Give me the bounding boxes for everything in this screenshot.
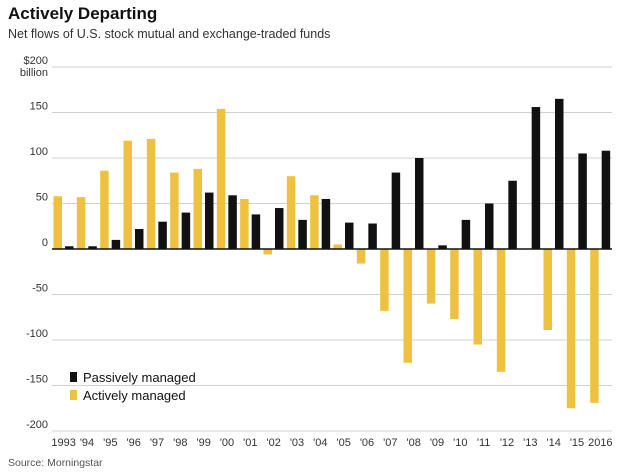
bar-actively-managed — [310, 195, 319, 249]
bar-actively-managed — [123, 140, 132, 249]
legend: Passively managed Actively managed — [70, 370, 196, 403]
y-tick-label: -200 — [26, 419, 48, 431]
x-tick-label: '05 — [336, 437, 350, 449]
y-axis-unit-label: billion — [20, 67, 48, 79]
source-note: Source: Morningstar — [8, 457, 103, 469]
bar-passively-managed — [228, 195, 237, 249]
bar-actively-managed — [426, 249, 436, 304]
y-tick-label: 0 — [42, 237, 48, 249]
x-tick-label: '98 — [173, 437, 187, 449]
bar-passively-managed — [205, 192, 214, 249]
bar-actively-managed — [263, 249, 272, 255]
bar-passively-managed — [461, 219, 471, 249]
x-axis-labels: 1993 '94 '95 '96 '97 '98 '99 '00 '01 '02 '03 '04 '05… — [51, 437, 612, 449]
x-tick-label: 2016 — [588, 437, 612, 449]
bar-passively-managed — [508, 180, 517, 249]
bar-passively-managed — [485, 203, 494, 249]
bar-passively-managed — [251, 214, 261, 249]
x-tick-label: 1993 — [51, 437, 75, 449]
legend-label-passive: Passively managed — [83, 370, 196, 385]
bar-passively-managed — [438, 245, 447, 249]
x-tick-label: '95 — [103, 437, 117, 449]
legend-label-active: Actively managed — [83, 388, 186, 403]
bar-actively-managed — [380, 249, 389, 311]
x-tick-label: '96 — [126, 437, 140, 449]
bar-actively-managed — [450, 249, 459, 320]
x-tick-label: '04 — [313, 437, 327, 449]
bar-actively-managed — [590, 249, 599, 403]
bar-passively-managed — [65, 246, 74, 249]
x-tick-label: '97 — [150, 437, 164, 449]
chart-title: Actively Departing — [8, 4, 158, 23]
bar-actively-managed — [170, 172, 179, 249]
bar-actively-managed — [543, 249, 552, 330]
bar-actively-managed — [286, 176, 296, 249]
x-tick-label: '02 — [266, 437, 280, 449]
bar-passively-managed — [88, 246, 97, 249]
bar-actively-managed — [240, 198, 249, 249]
y-tick-label: -100 — [26, 328, 48, 340]
x-tick-label: '12 — [500, 437, 514, 449]
bar-actively-managed — [100, 170, 109, 249]
bar-actively-managed — [333, 244, 342, 249]
y-tick-label: $200 — [24, 55, 48, 67]
bar-passively-managed — [275, 208, 284, 249]
y-tick-label: 150 — [30, 101, 48, 113]
bar-passively-managed — [578, 153, 587, 249]
bar-actively-managed — [76, 197, 86, 249]
bar-actively-managed — [146, 138, 156, 249]
bar-passively-managed — [368, 223, 377, 249]
bar-actively-managed — [216, 108, 226, 249]
bars — [53, 98, 611, 409]
bar-actively-managed — [193, 168, 202, 249]
x-tick-label: '01 — [243, 437, 257, 449]
x-tick-label: '11 — [477, 437, 491, 449]
x-tick-label: '15 — [570, 437, 584, 449]
y-tick-label: 100 — [30, 146, 48, 158]
x-tick-label: '10 — [453, 437, 467, 449]
legend-swatch-passive — [70, 372, 77, 382]
bar-passively-managed — [298, 219, 307, 249]
x-tick-label: '13 — [523, 437, 537, 449]
bar-actively-managed — [566, 249, 576, 409]
bar-actively-managed — [496, 249, 506, 372]
bar-passively-managed — [415, 158, 424, 249]
x-tick-label: '00 — [220, 437, 234, 449]
bar-passively-managed — [321, 198, 331, 249]
bar-passively-managed — [181, 212, 191, 249]
bar-passively-managed — [555, 98, 564, 249]
x-tick-label: '08 — [406, 437, 420, 449]
bar-passively-managed — [135, 228, 144, 249]
legend-swatch-active — [70, 390, 77, 400]
bar-passively-managed — [391, 172, 401, 249]
chart-subtitle: Net flows of U.S. stock mutual and excha… — [8, 27, 331, 41]
x-tick-label: '94 — [80, 437, 94, 449]
y-tick-label: -150 — [26, 374, 48, 386]
x-tick-label: '03 — [290, 437, 304, 449]
x-tick-label: '14 — [546, 437, 560, 449]
x-tick-label: '07 — [383, 437, 397, 449]
bar-passively-managed — [601, 150, 611, 249]
bar-actively-managed — [53, 196, 62, 249]
bar-passively-managed — [111, 239, 121, 249]
bar-actively-managed — [403, 249, 412, 363]
bar-passively-managed — [345, 222, 354, 249]
x-tick-label: '09 — [430, 437, 444, 449]
x-tick-label: '99 — [196, 437, 210, 449]
y-tick-label: 50 — [36, 192, 48, 204]
x-tick-label: '06 — [360, 437, 374, 449]
bar-passively-managed — [158, 221, 167, 249]
grid-lines — [52, 66, 612, 432]
bar-actively-managed — [473, 249, 482, 345]
y-tick-label: -50 — [32, 283, 48, 295]
bar-actively-managed — [356, 249, 366, 264]
bar-passively-managed — [531, 107, 541, 249]
